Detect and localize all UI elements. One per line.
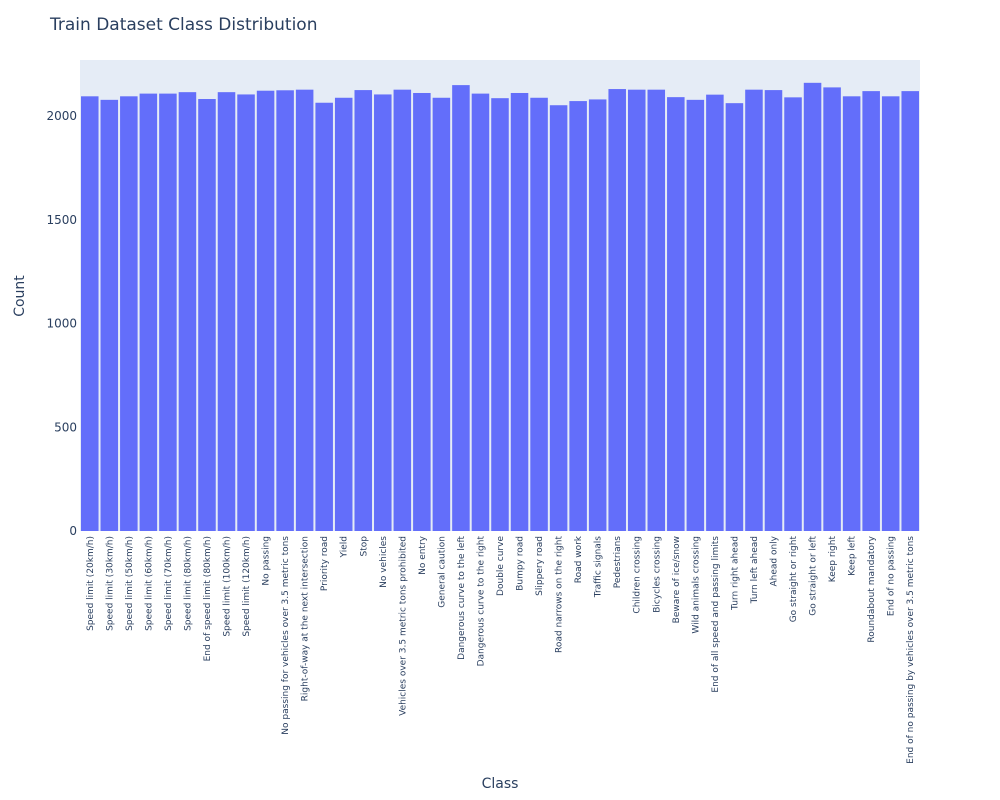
x-tick-label: Speed limit (50km/h) <box>125 536 135 631</box>
bar <box>315 102 333 532</box>
x-tick-label: Roundabout mandatory <box>867 535 877 642</box>
bar <box>413 92 431 532</box>
y-tick-label: 1500 <box>46 213 77 227</box>
bar <box>81 96 99 531</box>
x-tick-label: Yield <box>340 536 350 558</box>
x-axis-title: Class <box>482 776 519 792</box>
y-tick-label: 2000 <box>46 109 77 123</box>
bar <box>588 99 607 532</box>
bar <box>862 91 880 532</box>
x-tick-label: Keep right <box>828 536 838 583</box>
x-tick-label: Children crossing <box>633 536 643 614</box>
bar <box>276 90 294 531</box>
y-axis-title: Count <box>12 275 28 317</box>
bar <box>334 97 353 531</box>
x-tick-label: Double curve <box>496 536 506 596</box>
bar <box>198 99 216 531</box>
x-tick-label: Bicycles crossing <box>652 536 662 613</box>
x-tick-label: Priority road <box>320 536 330 591</box>
bar <box>803 82 822 531</box>
x-tick-label: Speed limit (100km/h) <box>223 536 233 637</box>
bar <box>178 92 197 531</box>
bar <box>549 105 568 531</box>
bar <box>139 93 158 532</box>
x-tick-label: No vehicles <box>379 536 389 588</box>
x-tick-label: Go straight or left <box>809 536 819 616</box>
x-tick-label: Speed limit (60km/h) <box>144 536 154 631</box>
x-tick-label: Ahead only <box>769 535 779 586</box>
bar <box>530 97 548 531</box>
x-tick-label: General caution <box>437 536 447 608</box>
x-tick-label: Dangerous curve to the right <box>476 536 486 667</box>
bar <box>237 94 255 531</box>
x-tick-label: No passing for vehicles over 3.5 metric … <box>281 536 291 735</box>
bar <box>901 91 919 532</box>
x-tick-label: Right-of-way at the next intersection <box>301 536 311 701</box>
bar <box>491 98 509 532</box>
x-tick-label: No entry <box>418 535 428 575</box>
bar <box>569 101 587 531</box>
x-tick-label: Speed limit (120km/h) <box>242 536 252 637</box>
x-tick-label: Road narrows on the right <box>555 536 565 653</box>
bar <box>393 89 412 532</box>
bar <box>784 97 802 531</box>
bar <box>159 93 177 532</box>
bar <box>471 93 490 532</box>
x-tick-label: Turn left ahead <box>750 536 760 604</box>
bar <box>627 89 646 532</box>
bar <box>510 92 529 532</box>
x-tick-label: Wild animals crossing <box>691 536 701 634</box>
x-tick-label: End of no passing <box>887 536 897 616</box>
bar <box>374 94 392 531</box>
x-tick-label: Speed limit (30km/h) <box>105 536 115 631</box>
x-tick-label: End of all speed and passing limits <box>711 536 721 693</box>
x-tick-label: Bumpy road <box>516 536 526 591</box>
bar <box>295 89 314 532</box>
x-tick-label: Turn right ahead <box>730 536 740 611</box>
bar <box>667 97 685 531</box>
bar <box>354 90 373 531</box>
x-tick-label: No passing <box>262 536 272 586</box>
bar <box>725 103 744 531</box>
x-tick-label: Stop <box>359 536 369 557</box>
x-tick-label: Dangerous curve to the left <box>457 536 467 660</box>
chart-title: Train Dataset Class Distribution <box>49 15 317 35</box>
y-tick-label: 1000 <box>46 317 77 331</box>
bar <box>881 96 900 531</box>
x-tick-label: Keep left <box>848 536 858 576</box>
bar <box>745 89 763 532</box>
bar <box>256 90 275 532</box>
x-tick-label: Pedestrians <box>613 536 623 589</box>
x-tick-label: End of no passing by vehicles over 3.5 m… <box>906 536 916 764</box>
x-tick-label: Road work <box>574 535 584 583</box>
bar <box>842 96 861 531</box>
bar <box>764 90 783 531</box>
x-tick-label: Slippery road <box>535 536 545 596</box>
y-tick-label: 0 <box>69 524 77 538</box>
bar <box>647 89 666 532</box>
bar <box>686 99 705 531</box>
bar <box>608 89 626 532</box>
bar <box>706 94 724 532</box>
x-tick-label: Vehicles over 3.5 metric tons prohibited <box>398 536 408 716</box>
x-tick-label: End of speed limit (80km/h) <box>203 536 213 661</box>
x-tick-label: Beware of ice/snow <box>672 536 682 623</box>
bar <box>100 99 119 531</box>
x-tick-label: Go straight or right <box>789 536 799 623</box>
bar <box>432 97 451 531</box>
bar <box>120 96 138 531</box>
x-tick-label: Speed limit (20km/h) <box>86 536 96 631</box>
y-tick-label: 500 <box>54 420 77 434</box>
bar <box>452 85 470 532</box>
x-tick-label: Speed limit (70km/h) <box>164 536 174 631</box>
x-tick-label: Speed limit (80km/h) <box>183 536 193 631</box>
bar <box>823 87 841 531</box>
x-tick-label: Traffic signals <box>594 536 604 599</box>
bar <box>217 92 236 531</box>
